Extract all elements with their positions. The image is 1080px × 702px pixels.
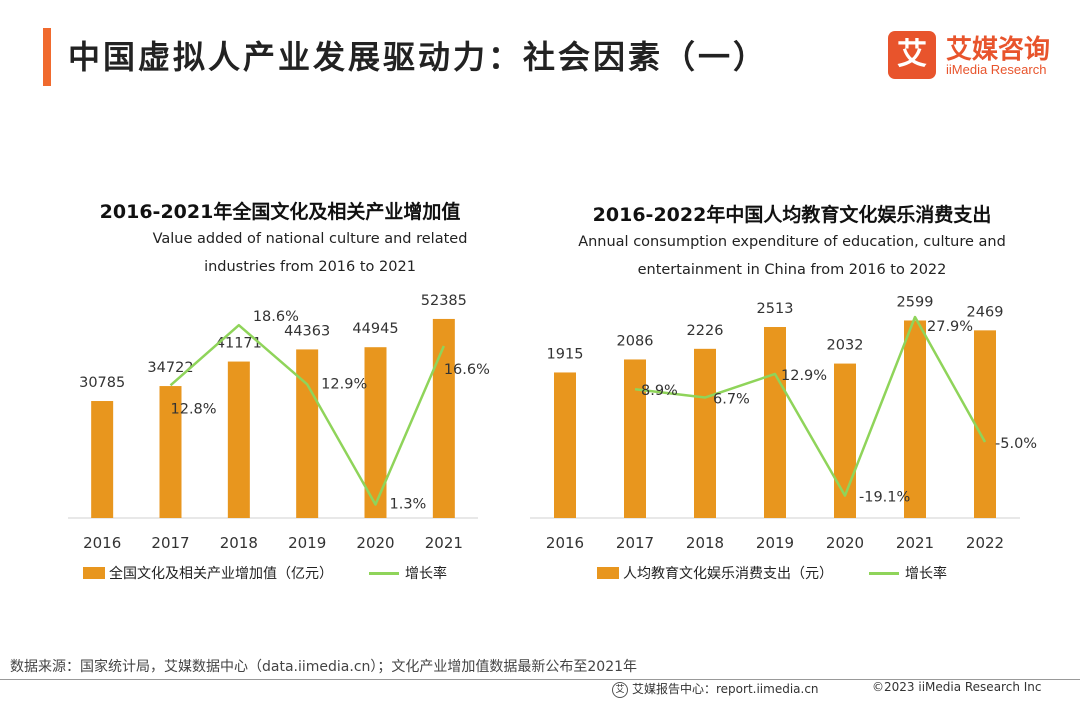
x-tick-label: 2017 xyxy=(616,534,654,552)
bar xyxy=(227,361,250,518)
x-tick-label: 2016 xyxy=(83,534,121,552)
x-tick-label: 2020 xyxy=(356,534,394,552)
footer-copyright: ©2023 iiMedia Research Inc xyxy=(872,680,1042,694)
bar-value-label: 30785 xyxy=(79,375,125,391)
growth-rate-label: 1.3% xyxy=(390,497,427,513)
bar-value-label: 52385 xyxy=(421,293,467,309)
x-tick-label: 2019 xyxy=(288,534,326,552)
growth-rate-label: -5.0% xyxy=(995,436,1037,452)
x-tick-label: 2016 xyxy=(546,534,584,552)
legend-line-label: 增长率 xyxy=(905,566,947,582)
bar-value-label: 34722 xyxy=(147,360,193,376)
iimedia-logo: 艾 艾媒咨询 iiMedia Research xyxy=(888,31,1068,81)
legend-line-swatch xyxy=(369,571,399,575)
bar xyxy=(364,347,387,518)
growth-rate-line xyxy=(634,315,987,497)
growth-rate-label: 8.9% xyxy=(641,383,678,399)
chart-right-subtitle-line: entertainment in China from 2016 to 2022 xyxy=(637,262,947,278)
bar xyxy=(904,320,926,518)
bar xyxy=(432,318,455,518)
x-tick-label: 2017 xyxy=(151,534,189,552)
logo-text-cn: 艾媒咨询 xyxy=(946,35,1051,65)
chart-left-subtitle: Value added of national culture and rela… xyxy=(40,225,580,281)
growth-rate-label: 12.9% xyxy=(781,368,827,384)
data-source-note: 数据来源：国家统计局，艾媒数据中心（data.iimedia.cn）；文化产业增… xyxy=(10,659,638,675)
bar xyxy=(974,330,996,518)
bar xyxy=(554,372,576,518)
page-title: 中国虚拟人产业发展驱动力：社会因素（一） xyxy=(68,38,769,76)
footer-report-center: 艾艾媒报告中心：report.iimedia.cn xyxy=(612,680,819,698)
growth-rate-label: 27.9% xyxy=(927,319,973,335)
growth-rate-line xyxy=(169,323,445,506)
chart-right-subtitle: Annual consumption expenditure of educat… xyxy=(532,228,1052,284)
growth-rate-label: 16.6% xyxy=(444,362,490,378)
chart-left-title: 2016-2021年全国文化及相关产业增加值 xyxy=(99,201,461,223)
bar xyxy=(91,401,114,518)
growth-rate-label: -19.1% xyxy=(859,490,910,506)
footer-divider xyxy=(0,679,1080,680)
bar-value-label: 44945 xyxy=(352,321,398,337)
chart-right-title: 2016-2022年中国人均教育文化娱乐消费支出 xyxy=(592,204,992,226)
x-tick-label: 2019 xyxy=(756,534,794,552)
logo-mark: 艾 xyxy=(888,31,936,79)
legend-line-swatch xyxy=(869,571,899,575)
title-accent-bar xyxy=(43,28,51,86)
logo-text-en: iiMedia Research xyxy=(946,62,1047,77)
legend-bar-label: 人均教育文化娱乐消费支出（元） xyxy=(623,566,833,582)
growth-rate-label: 12.9% xyxy=(321,376,367,392)
bar-value-label: 44363 xyxy=(284,323,330,339)
bar xyxy=(764,327,786,518)
legend-line-label: 增长率 xyxy=(405,566,447,582)
x-tick-label: 2022 xyxy=(966,534,1004,552)
bar-value-label: 2032 xyxy=(827,338,864,354)
bar-value-label: 2226 xyxy=(687,323,724,339)
bar-value-label: 41171 xyxy=(216,336,262,352)
chart-right-legend: 人均教育文化娱乐消费支出（元） 增长率 xyxy=(597,563,947,583)
chart-right-subtitle-line: Annual consumption expenditure of educat… xyxy=(578,234,1006,250)
chart-left-subtitle-line: industries from 2016 to 2021 xyxy=(204,259,416,275)
legend-bar-swatch xyxy=(597,567,619,579)
report-center-icon: 艾 xyxy=(612,681,628,698)
x-tick-label: 2020 xyxy=(826,534,864,552)
x-tick-label: 2018 xyxy=(686,534,724,552)
bar-value-label: 2469 xyxy=(967,304,1004,320)
x-tick-label: 2021 xyxy=(425,534,463,552)
footer-report-text: 艾媒报告中心：report.iimedia.cn xyxy=(632,682,819,696)
bar-value-label: 1915 xyxy=(547,346,584,362)
bar xyxy=(694,348,716,518)
x-tick-label: 2018 xyxy=(220,534,258,552)
bar xyxy=(159,386,182,518)
legend-bar-swatch xyxy=(83,567,105,579)
x-tick-label: 2021 xyxy=(896,534,934,552)
legend-bar-label: 全国文化及相关产业增加值（亿元） xyxy=(109,566,333,582)
bar-value-label: 2086 xyxy=(617,333,654,349)
chart-left-legend: 全国文化及相关产业增加值（亿元） 增长率 xyxy=(83,563,447,583)
bar-value-label: 2599 xyxy=(897,294,934,310)
bar xyxy=(624,359,646,518)
growth-rate-label: 6.7% xyxy=(713,392,750,408)
growth-rate-label: 12.8% xyxy=(171,401,217,417)
chart-left-subtitle-line: Value added of national culture and rela… xyxy=(152,231,468,247)
bar-value-label: 2513 xyxy=(757,301,794,317)
growth-rate-label: 18.6% xyxy=(253,309,299,325)
